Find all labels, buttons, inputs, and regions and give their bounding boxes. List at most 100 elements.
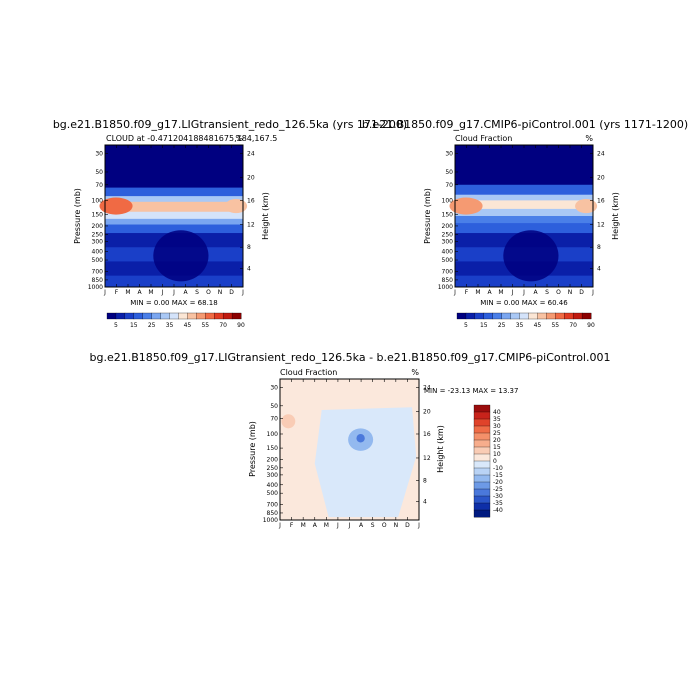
colorbar-swatch bbox=[106, 312, 117, 320]
panel-1-subtitle-left: CLOUD at -0.471204188481675,184,167.5 bbox=[106, 134, 277, 143]
panel-2-subtitle-left: Cloud Fraction bbox=[455, 134, 512, 143]
colorbar-swatch bbox=[124, 312, 135, 320]
colorbar-swatch bbox=[572, 312, 583, 320]
y-tick-label: 50 bbox=[445, 169, 453, 176]
y-tick-label: 100 bbox=[92, 197, 104, 204]
colorbar-label: 90 bbox=[237, 322, 245, 329]
panel-1: bg.e21.B1850.f09_g17.LIGtransient_redo_1… bbox=[53, 118, 407, 329]
panel-3-title: bg.e21.B1850.f09_g17.LIGtransient_redo_1… bbox=[90, 351, 611, 364]
field-band bbox=[455, 216, 593, 224]
colorbar-swatch bbox=[133, 312, 144, 320]
colorbar-swatch bbox=[160, 312, 170, 320]
colorbar-label: 15 bbox=[130, 322, 138, 329]
panel-2-y-ticks-right: 24 20 16 12 8 4 bbox=[590, 151, 605, 273]
colorbar-label: 25 bbox=[493, 430, 501, 437]
panel-3-ylabel-right: Height (km) bbox=[436, 425, 445, 473]
x-tick-label: O bbox=[206, 289, 211, 296]
colorbar-swatch bbox=[231, 312, 242, 320]
panel-1-ylabel-right: Height (km) bbox=[261, 192, 270, 240]
colorbar-label: -30 bbox=[493, 493, 503, 500]
x-tick-label: N bbox=[394, 522, 399, 529]
y-tick-label: 100 bbox=[267, 431, 279, 438]
y-tick-label: 850 bbox=[442, 277, 454, 284]
field-band bbox=[455, 223, 593, 234]
colorbar-label: 35 bbox=[493, 416, 501, 423]
panel-1-ylabel: Pressure (mb) bbox=[73, 188, 82, 244]
x-tick-label: D bbox=[405, 522, 410, 529]
y-tick-right-label: 24 bbox=[247, 151, 255, 158]
colorbar-swatch bbox=[473, 411, 491, 420]
panel-3-subtitle-left: Cloud Fraction bbox=[280, 368, 337, 377]
x-tick-label: F bbox=[290, 522, 294, 529]
y-tick-right-label: 4 bbox=[597, 266, 601, 273]
y-tick-label: 850 bbox=[267, 510, 279, 517]
field-band bbox=[105, 218, 243, 226]
y-tick-right-label: 24 bbox=[423, 384, 431, 391]
panel-1-field bbox=[99, 145, 248, 288]
colorbar-label: 70 bbox=[569, 322, 577, 329]
x-tick-label: J bbox=[241, 289, 244, 296]
colorbar-swatch bbox=[169, 312, 179, 320]
colorbar-swatch bbox=[187, 312, 197, 320]
panel-2-title: b.e21.B1850.f09_g17.CMIP6-piControl.001 … bbox=[362, 118, 688, 131]
y-tick-label: 700 bbox=[442, 268, 454, 275]
x-tick-label: D bbox=[229, 289, 234, 296]
x-tick-label: J bbox=[511, 289, 514, 296]
x-tick-label: O bbox=[382, 522, 387, 529]
colorbar-swatch bbox=[473, 446, 491, 455]
field-band bbox=[105, 275, 243, 288]
colorbar-label: 55 bbox=[551, 322, 559, 329]
field-negative-peak bbox=[356, 433, 365, 443]
colorbar-label: 15 bbox=[480, 322, 488, 329]
y-tick-right-label: 16 bbox=[247, 197, 255, 204]
colorbar-swatch bbox=[473, 453, 491, 462]
field-band bbox=[105, 187, 243, 197]
x-tick-label: D bbox=[579, 289, 584, 296]
colorbar-swatch bbox=[473, 425, 491, 434]
field-band bbox=[455, 275, 593, 288]
panel-2-ylabel: Pressure (mb) bbox=[423, 188, 432, 244]
panel-2: b.e21.B1850.f09_g17.CMIP6-piControl.001 … bbox=[362, 118, 688, 329]
colorbar-swatch bbox=[555, 312, 565, 320]
colorbar-swatch bbox=[473, 509, 491, 518]
y-tick-right-label: 24 bbox=[597, 151, 605, 158]
y-tick-label: 200 bbox=[267, 456, 279, 463]
colorbar-swatch bbox=[501, 312, 512, 320]
colorbar-label: -15 bbox=[493, 472, 503, 479]
panel-3-stats: MIN = -23.13 MAX = 13.37 bbox=[424, 387, 518, 395]
colorbar-swatch bbox=[519, 312, 529, 320]
colorbar-swatch bbox=[537, 312, 547, 320]
field-maximum-right bbox=[575, 198, 598, 214]
y-tick-label: 500 bbox=[267, 490, 279, 497]
x-tick-label: A bbox=[533, 289, 538, 296]
y-tick-right-label: 20 bbox=[597, 175, 605, 182]
colorbar-swatch bbox=[473, 481, 491, 490]
x-tick-label: N bbox=[568, 289, 573, 296]
y-tick-right-label: 12 bbox=[247, 222, 255, 229]
panel-2-colorbar: 5 15 25 35 45 55 70 90 bbox=[456, 312, 595, 329]
x-tick-label: M bbox=[475, 289, 480, 296]
colorbar-swatch bbox=[205, 312, 215, 320]
panel-1-title: bg.e21.B1850.f09_g17.LIGtransient_redo_1… bbox=[53, 118, 407, 131]
colorbar-label: 45 bbox=[184, 322, 192, 329]
x-tick-label: A bbox=[137, 289, 142, 296]
colorbar-swatch bbox=[214, 312, 224, 320]
y-tick-label: 1000 bbox=[88, 284, 103, 291]
colorbar-swatch bbox=[474, 312, 485, 320]
field-band bbox=[105, 196, 243, 203]
x-tick-label: J bbox=[278, 522, 281, 529]
panel-3-ylabel: Pressure (mb) bbox=[248, 421, 257, 477]
colorbar-label: 90 bbox=[587, 322, 595, 329]
colorbar-label: 0 bbox=[493, 458, 497, 465]
y-tick-label: 200 bbox=[442, 223, 454, 230]
x-tick-label: F bbox=[115, 289, 119, 296]
field-band bbox=[455, 208, 593, 217]
colorbar-label: 25 bbox=[148, 322, 156, 329]
colorbar-swatch bbox=[528, 312, 538, 320]
colorbar-swatch bbox=[473, 404, 491, 413]
colorbar-label: 55 bbox=[201, 322, 209, 329]
colorbar-label: 70 bbox=[219, 322, 227, 329]
y-tick-label: 70 bbox=[270, 415, 278, 422]
field-minimum bbox=[503, 230, 559, 282]
field-maximum-right bbox=[225, 198, 248, 214]
